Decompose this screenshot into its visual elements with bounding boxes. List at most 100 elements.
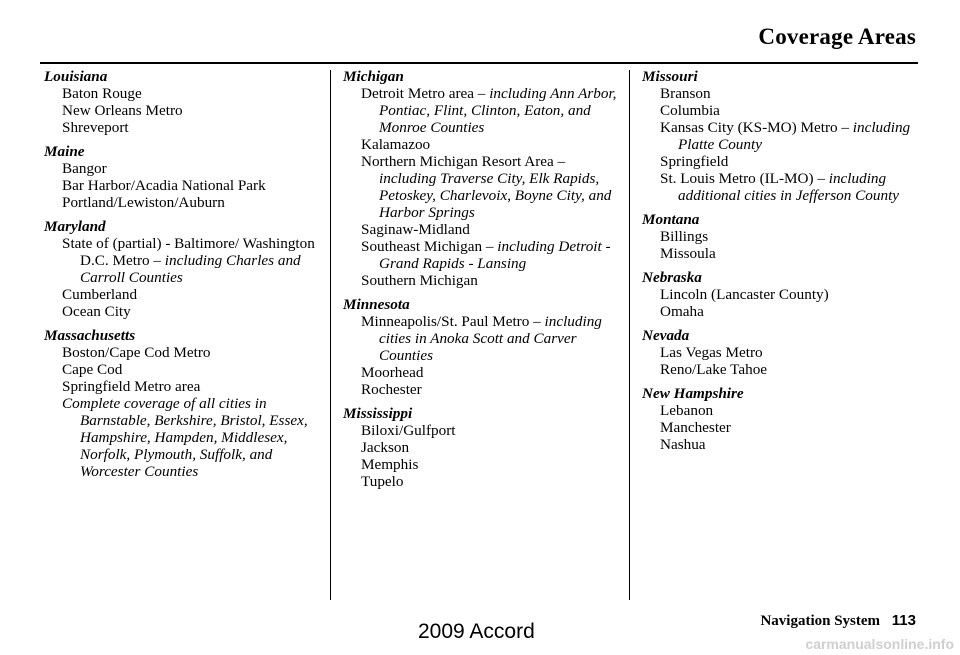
entry-text: Kalamazoo (361, 136, 431, 153)
page-number: 113 (891, 612, 916, 629)
coverage-entry: Rochester (343, 381, 623, 398)
entry-text: Southern Michigan (361, 272, 478, 289)
coverage-entry: Biloxi/Gulfport (343, 422, 623, 439)
entry-text: Ocean City (62, 303, 131, 320)
coverage-entry: Springfield (642, 153, 922, 170)
entry-text: Moorhead (361, 364, 424, 381)
coverage-entry: Complete coverage of all cities in Barns… (44, 395, 322, 480)
entry-text: Boston/Cape Cod Metro (62, 344, 211, 361)
coverage-entry: Detroit Metro area – including Ann Arbor… (343, 85, 623, 136)
entry-text: Billings (660, 228, 709, 245)
coverage-entry: Missoula (642, 245, 922, 262)
entry-text: Shreveport (62, 119, 129, 136)
coverage-entry: Northern Michigan Resort Area – includin… (343, 153, 623, 221)
coverage-entry: Southern Michigan (343, 272, 623, 289)
coverage-entry: Lebanon (642, 402, 922, 419)
entry-detail: including Detroit - Grand Rapids - Lansi… (379, 238, 611, 272)
entry-detail: including Ann Arbor, Pontiac, Flint, Cli… (379, 85, 617, 136)
entry-text: Reno/Lake Tahoe (660, 361, 768, 378)
entry-text: Columbia (660, 102, 720, 119)
entry-text: Jackson (361, 439, 410, 456)
coverage-entry: Southeast Michigan – including Detroit -… (343, 238, 623, 272)
state-heading: Nebraska (642, 269, 702, 286)
entry-text: Memphis (361, 456, 419, 473)
entry-detail: including Traverse City, Elk Rapids, Pet… (379, 170, 612, 221)
coverage-entry: Boston/Cape Cod Metro (44, 344, 322, 361)
entry-text: Lebanon (660, 402, 714, 419)
entry-text: Saginaw-Midland (361, 221, 470, 238)
entry-detail: including Charles and Carroll Counties (80, 252, 301, 286)
coverage-entry: Bangor (44, 160, 322, 177)
state-heading: Montana (642, 211, 700, 228)
entry-text: Cape Cod (62, 361, 123, 378)
entry-text: Manchester (660, 419, 731, 436)
state-heading: Michigan (343, 68, 404, 85)
coverage-entry: Kalamazoo (343, 136, 623, 153)
watermark-model: 2009 Accord (418, 620, 535, 643)
entry-text: Southeast Michigan – (361, 238, 498, 255)
state-heading: Massachusetts (44, 327, 136, 344)
entry-detail: including cities in Anoka Scott and Carv… (379, 313, 602, 364)
column-divider (330, 70, 331, 600)
footer-section-label: Navigation System (760, 613, 881, 629)
coverage-entry: Springfield Metro area (44, 378, 322, 395)
coverage-entry: Omaha (642, 303, 922, 320)
entry-text: Springfield (660, 153, 729, 170)
entry-text: New Orleans Metro (62, 102, 183, 119)
state-heading: New Hampshire (642, 385, 744, 402)
coverage-entry: Cape Cod (44, 361, 322, 378)
entry-text: Baton Rouge (62, 85, 142, 102)
coverage-entry: State of (partial) - Baltimore/ Washingt… (44, 235, 322, 286)
entry-text: Lincoln (Lancaster County) (660, 286, 829, 303)
entry-detail: including Platte County (678, 119, 911, 153)
coverage-entry: Bar Harbor/Acadia National Park (44, 177, 322, 194)
entry-text: Biloxi/Gulfport (361, 422, 456, 439)
entry-text: Tupelo (361, 473, 404, 490)
coverage-entry: New Orleans Metro (44, 102, 322, 119)
coverage-entry: Ocean City (44, 303, 322, 320)
coverage-entry: Jackson (343, 439, 623, 456)
coverage-entry: Tupelo (343, 473, 623, 490)
entry-text: Las Vegas Metro (660, 344, 763, 361)
coverage-entry: Moorhead (343, 364, 623, 381)
coverage-entry: Baton Rouge (44, 85, 322, 102)
page-title: Coverage Areas (758, 24, 916, 49)
page-footer: Navigation System 113 (760, 612, 916, 630)
entry-text: Kansas City (KS-MO) Metro – (660, 119, 853, 136)
coverage-entry: Manchester (642, 419, 922, 436)
coverage-entry: Reno/Lake Tahoe (642, 361, 922, 378)
coverage-entry: Memphis (343, 456, 623, 473)
entry-text: St. Louis Metro (IL-MO) – (660, 170, 829, 187)
entry-text: Portland/Lewiston/Auburn (62, 194, 225, 211)
entry-text: Cumberland (62, 286, 138, 303)
watermark-site: carmanualsonline.info (805, 636, 954, 652)
coverage-entry: Billings (642, 228, 922, 245)
coverage-entry: Las Vegas Metro (642, 344, 922, 361)
state-heading: Maryland (44, 218, 106, 235)
column-divider (629, 70, 630, 600)
entry-text: Bangor (62, 160, 107, 177)
coverage-entry: Cumberland (44, 286, 322, 303)
state-heading: Nevada (642, 327, 690, 344)
coverage-entry: Branson (642, 85, 922, 102)
coverage-entry: Shreveport (44, 119, 322, 136)
watermark: 2009 Accord carmanualsonline.info (0, 620, 960, 655)
coverage-column-3: Missouri Branson Columbia Kansas City (KS-M… (642, 68, 922, 453)
state-heading: Maine (44, 143, 85, 160)
entry-text: Rochester (361, 381, 422, 398)
entry-text: Branson (660, 85, 711, 102)
coverage-entry: Saginaw-Midland (343, 221, 623, 238)
entry-text: Omaha (660, 303, 704, 320)
coverage-entry: Kansas City (KS-MO) Metro – including Pl… (642, 119, 922, 153)
state-heading: Missouri (642, 68, 698, 85)
entry-text: Springfield Metro area (62, 378, 201, 395)
entry-text: State of (partial) - Baltimore/ Washingt… (62, 235, 315, 269)
state-heading: Minnesota (343, 296, 410, 313)
entry-text: Minneapolis/St. Paul Metro – (361, 313, 545, 330)
header-rule (40, 62, 918, 64)
coverage-column-1: Louisiana Baton Rouge New Orleans Metro Shr… (44, 68, 322, 480)
coverage-entry: Lincoln (Lancaster County) (642, 286, 922, 303)
coverage-entry: Columbia (642, 102, 922, 119)
state-heading: Louisiana (44, 68, 108, 85)
coverage-entry: St. Louis Metro (IL-MO) – including addi… (642, 170, 922, 204)
